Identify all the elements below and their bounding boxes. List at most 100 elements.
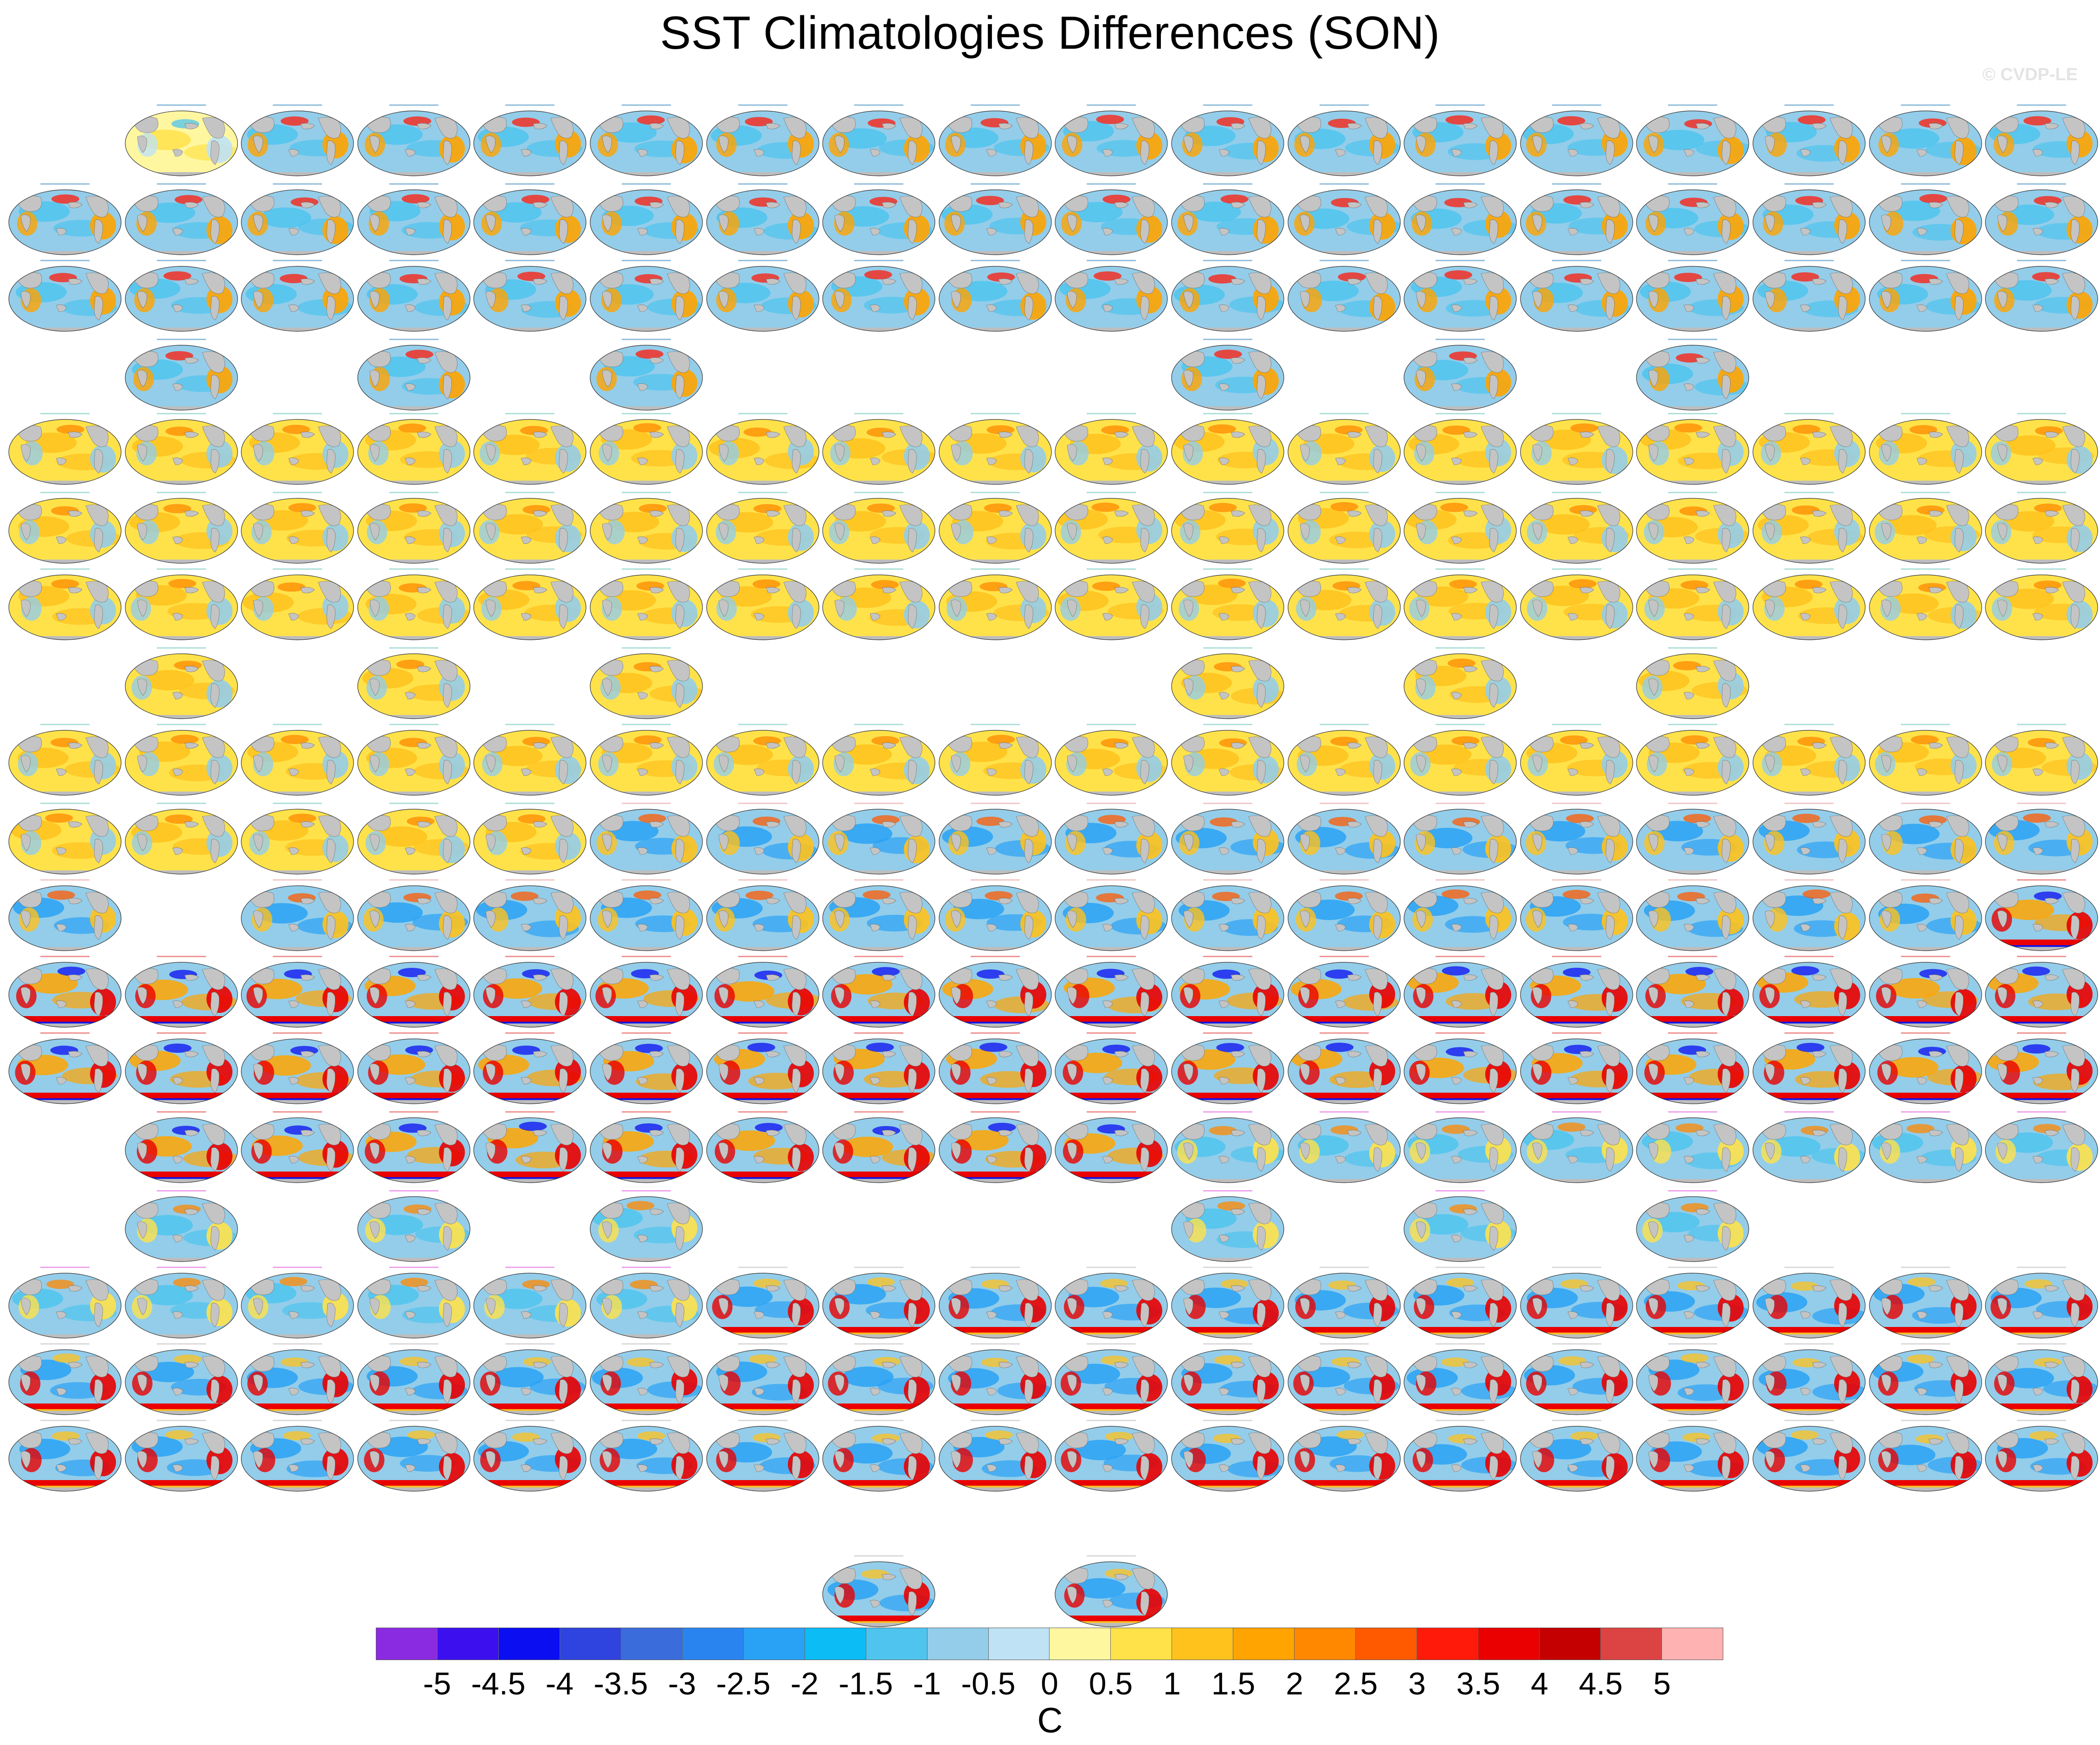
map-panel — [938, 492, 1052, 568]
colorbar-box — [1172, 1628, 1234, 1660]
map-panel-label — [273, 1111, 322, 1113]
map-panel — [1403, 1343, 1517, 1419]
colorbar-tick-label: 2 — [1286, 1666, 1303, 1701]
map-panel-label — [970, 1267, 1020, 1268]
map-panel — [706, 1420, 820, 1496]
map-panel — [473, 1343, 587, 1419]
map-panel — [1752, 879, 1866, 955]
map-panel-label — [273, 260, 322, 261]
map-panel-label — [622, 1190, 671, 1191]
map-panel — [1752, 413, 1866, 489]
map-panel-label — [622, 339, 671, 340]
map-panel-label — [854, 956, 904, 957]
map-panel — [1520, 492, 1634, 568]
map-panel-label — [1552, 1343, 1601, 1345]
map-panel-label — [2017, 1111, 2067, 1113]
map-panel-label — [1436, 647, 1485, 649]
map-panel — [124, 492, 238, 568]
map-panel-label — [1087, 104, 1136, 106]
map-panel-label — [2017, 879, 2067, 881]
map-panel — [8, 1032, 122, 1108]
map-panel-label — [970, 260, 1020, 261]
map-panel-label — [854, 104, 904, 106]
map-panel — [1520, 1343, 1634, 1419]
map-panel-label — [622, 104, 671, 106]
map-panel — [1868, 1343, 1983, 1419]
map-panel-label — [854, 1420, 904, 1421]
map-panel — [822, 1555, 936, 1631]
map-panel — [938, 1111, 1052, 1187]
map-panel-label — [1203, 956, 1252, 957]
map-panel-label — [1668, 413, 1718, 414]
map-panel — [1984, 1343, 2099, 1419]
map-panel — [240, 568, 354, 644]
map-panel — [1636, 339, 1750, 415]
map-panel — [1520, 104, 1634, 180]
map-panel-label — [1319, 1267, 1369, 1268]
map-panel — [473, 1267, 587, 1343]
map-panel-label — [1203, 104, 1252, 106]
map-panel-label — [1784, 260, 1834, 261]
map-panel-label — [1784, 1032, 1834, 1034]
map-panel — [1636, 183, 1750, 259]
map-panel — [1171, 260, 1285, 336]
map-panel — [124, 1267, 238, 1343]
map-panel-label — [40, 956, 90, 957]
map-panel — [1752, 104, 1866, 180]
map-panel — [1054, 1555, 1168, 1631]
map-panel-label — [1784, 1343, 1834, 1345]
map-panel — [822, 956, 936, 1032]
map-panel — [589, 339, 703, 415]
map-panel — [589, 1420, 703, 1496]
map-panel-label — [1784, 1111, 1834, 1113]
map-panel — [357, 104, 471, 180]
map-panel-label — [1668, 183, 1718, 185]
map-panel-label — [505, 568, 555, 570]
map-panel — [822, 1111, 936, 1187]
map-panel — [357, 647, 471, 723]
map-panel — [1752, 803, 1866, 879]
map-panel-label — [1319, 803, 1369, 804]
map-panel-label — [1319, 1420, 1369, 1421]
map-panel — [1636, 104, 1750, 180]
map-panel — [473, 803, 587, 879]
map-panel-label — [1436, 803, 1485, 804]
map-panel-label — [389, 1032, 438, 1034]
map-panel — [124, 1190, 238, 1266]
map-panel — [1868, 956, 1983, 1032]
map-panel — [1171, 1420, 1285, 1496]
map-panel-label — [970, 104, 1020, 106]
map-panel-label — [1668, 803, 1718, 804]
map-panel-label — [1203, 1111, 1252, 1113]
map-panel — [589, 183, 703, 259]
map-panel — [1752, 1032, 1866, 1108]
colorbar-tick-label: 4 — [1531, 1666, 1548, 1701]
map-panel — [1868, 568, 1983, 644]
map-panel-label — [970, 1111, 1020, 1113]
map-panel — [1171, 183, 1285, 259]
map-panel — [1984, 956, 2099, 1032]
colorbar-tick-label: -4.5 — [471, 1666, 526, 1701]
map-panel-label — [505, 1267, 555, 1268]
map-panel — [357, 260, 471, 336]
map-panel — [1287, 1111, 1401, 1187]
map-panel-label — [1203, 260, 1252, 261]
map-panel-label — [273, 803, 322, 804]
map-panel-label — [1087, 879, 1136, 881]
map-panel-label — [389, 724, 438, 725]
map-panel — [124, 104, 238, 180]
map-panel — [1054, 260, 1168, 336]
map-panel — [8, 413, 122, 489]
map-panel-label — [1668, 956, 1718, 957]
colorbar-box — [1295, 1628, 1356, 1660]
map-panel-label — [1087, 1032, 1136, 1034]
map-panel-label — [1319, 568, 1369, 570]
map-panel-label — [1668, 1032, 1718, 1034]
map-panel-label — [854, 724, 904, 725]
map-panel-grid — [8, 104, 2099, 1627]
map-panel — [938, 568, 1052, 644]
map-panel — [706, 1032, 820, 1108]
map-panel — [1868, 879, 1983, 955]
map-panel — [357, 1267, 471, 1343]
map-panel-label — [854, 183, 904, 185]
